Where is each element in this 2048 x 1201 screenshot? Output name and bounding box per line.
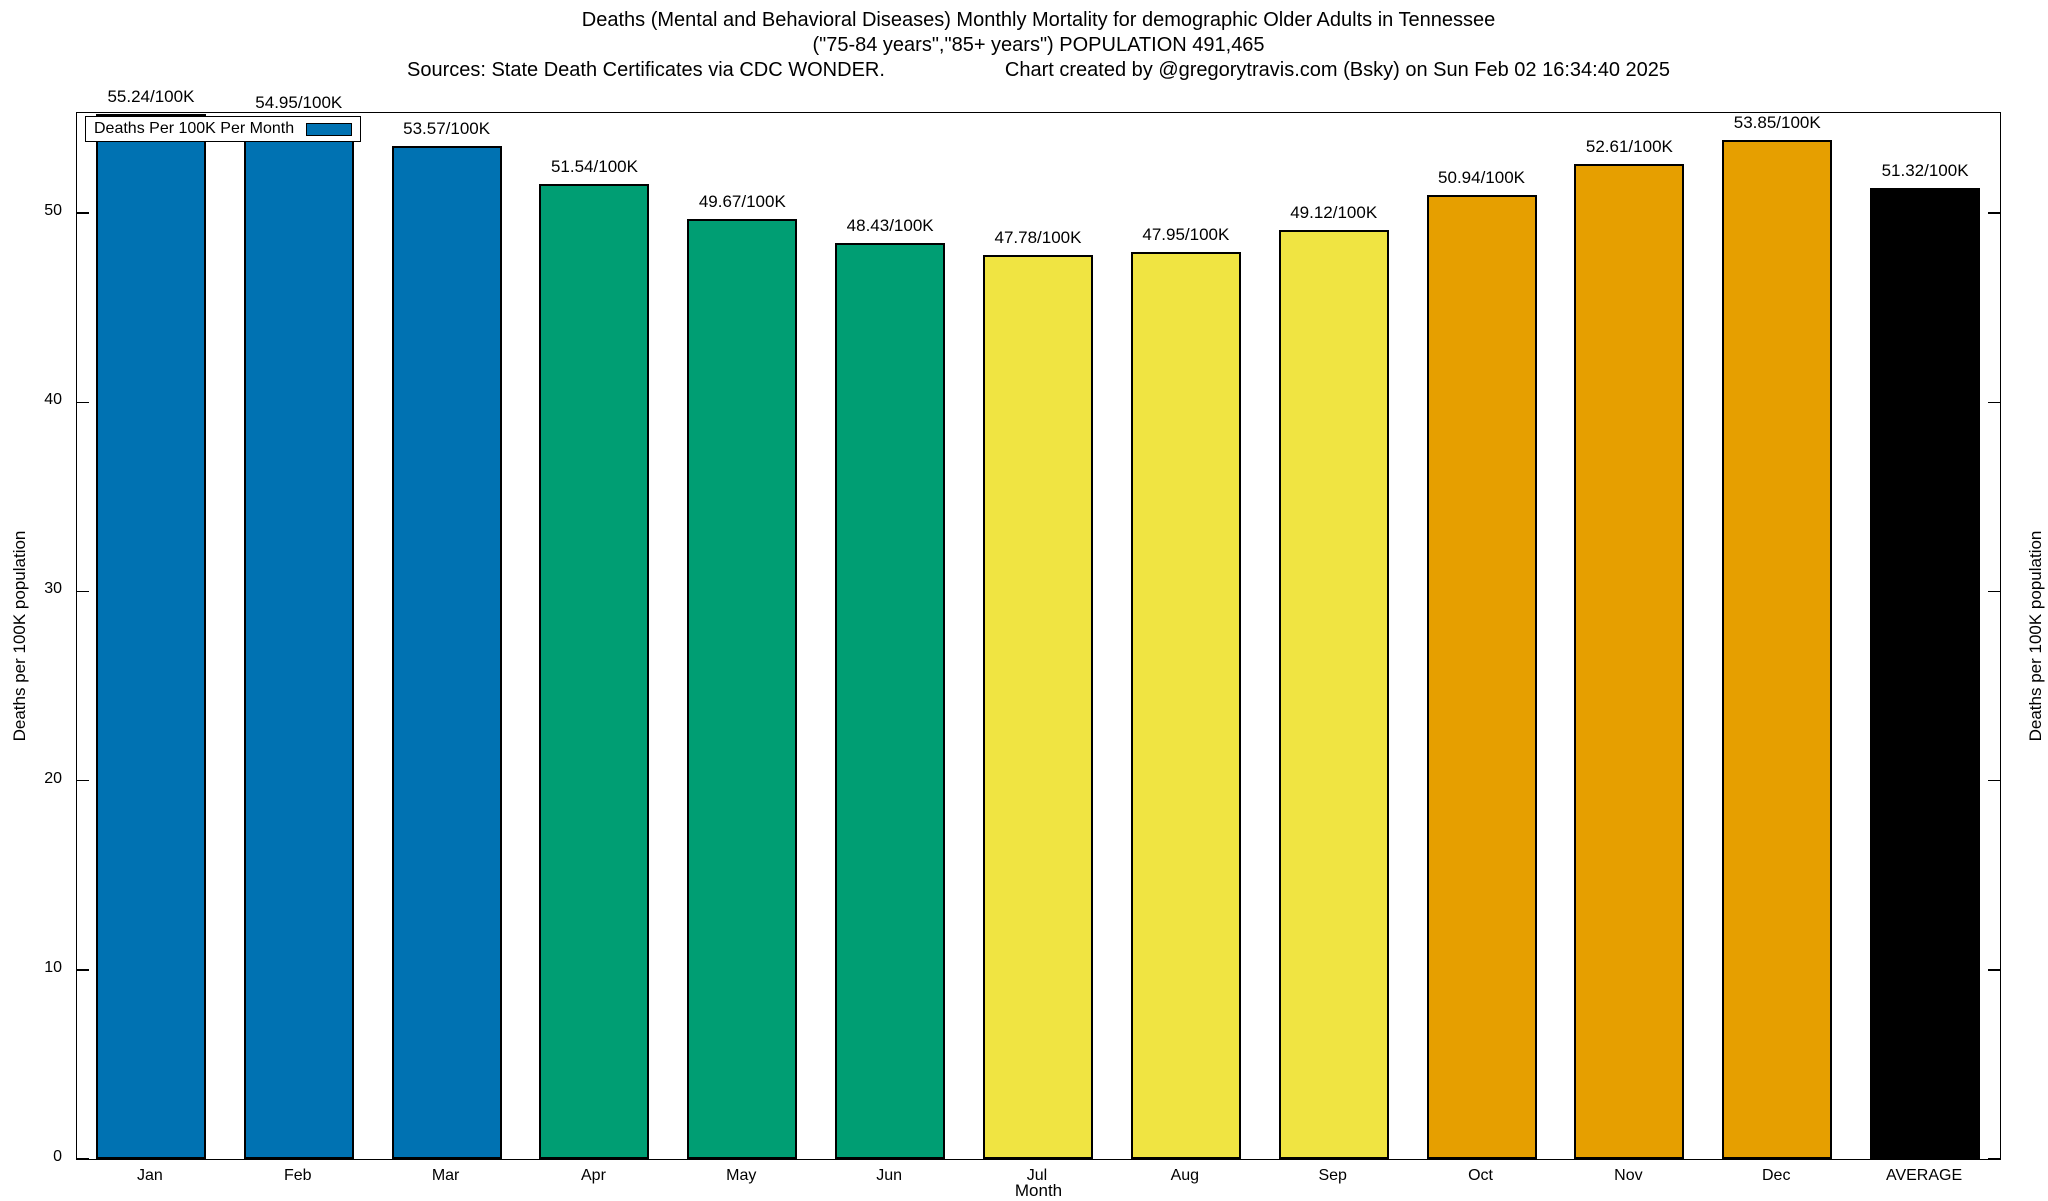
- y-tick-mark: [1988, 401, 2000, 404]
- bar-sep: [1278, 229, 1389, 1159]
- chart-subtitle: ("75-84 years","85+ years") POPULATION 4…: [812, 34, 1265, 56]
- x-tick-label-jun: Jun: [876, 1167, 903, 1184]
- bar-jun: [835, 242, 946, 1159]
- x-tick-label-apr: Apr: [581, 1167, 606, 1184]
- x-tick-label-may: May: [726, 1167, 757, 1184]
- bar-value-label: 54.95/100K: [255, 92, 343, 112]
- bar-slot-aug: 47.95/100K: [1112, 113, 1260, 1159]
- y-axis-label-left: Deaths per 100K population: [10, 530, 29, 742]
- x-tick-label-nov: Nov: [1614, 1167, 1643, 1184]
- y-axis-label-right: Deaths per 100K population: [2026, 530, 2045, 742]
- y-tick-mark: [1988, 1158, 2000, 1160]
- y-tick-mark: [77, 401, 89, 404]
- y-tick-label: 10: [44, 958, 62, 976]
- bar-value-label: 51.32/100K: [1881, 161, 1969, 181]
- y-tick-label: 0: [53, 1148, 62, 1165]
- bar-dec: [1722, 140, 1833, 1159]
- bar-slot-may: 49.67/100K: [668, 113, 816, 1159]
- chart-title-block: Deaths (Mental and Behavioral Diseases) …: [76, 8, 2001, 83]
- x-tick-label-jan: Jan: [137, 1167, 163, 1184]
- x-tick-label-oct: Oct: [1468, 1167, 1493, 1184]
- bar-slot-jun: 48.43/100K: [816, 113, 964, 1159]
- y-tick-mark: [77, 1158, 89, 1160]
- bar-value-label: 48.43/100K: [846, 215, 934, 235]
- bar-mar: [391, 145, 502, 1159]
- bar-nov: [1574, 163, 1685, 1159]
- plot-area: Deaths Per 100K Per Month 55.24/100K 54.9…: [76, 87, 2001, 1160]
- bar-value-label: 47.78/100K: [994, 228, 1082, 248]
- source-note: Sources: State Death Certificates via CD…: [406, 59, 885, 81]
- x-tick-label-feb: Feb: [283, 1167, 312, 1184]
- bar-jul: [982, 255, 1093, 1159]
- y-tick-label: 40: [44, 391, 62, 409]
- x-tick-label-dec: Dec: [1761, 1167, 1791, 1184]
- bar-apr: [539, 184, 650, 1159]
- chart-source-line: Sources: State Death Certificates via CD…: [76, 58, 2001, 83]
- bar-value-label: 55.24/100K: [107, 87, 195, 106]
- bar-slot-jul: 47.78/100K: [964, 113, 1112, 1159]
- bar-value-label: 47.95/100K: [1142, 224, 1230, 244]
- y-tick-mark: [1988, 590, 2000, 593]
- bar-slot-apr: 51.54/100K: [521, 113, 669, 1159]
- bar-slot-jan: 55.24/100K: [77, 87, 225, 1159]
- y-tick-mark: [1988, 969, 2000, 971]
- bar-value-label: 52.61/100K: [1585, 136, 1673, 156]
- legend-label: Deaths Per 100K Per Month: [94, 120, 295, 137]
- legend: Deaths Per 100K Per Month: [85, 116, 362, 142]
- x-axis-label: Month: [1014, 1181, 1063, 1200]
- bar-value-label: 51.54/100K: [550, 157, 638, 176]
- x-tick-label-jul: Jul: [1026, 1167, 1048, 1184]
- x-tick-label-sep: Sep: [1318, 1167, 1347, 1184]
- bar-slot-nov: 52.61/100K: [1555, 113, 1703, 1159]
- bar-aug: [1130, 251, 1241, 1159]
- bar-feb: [243, 119, 354, 1159]
- bar-may: [687, 219, 798, 1159]
- x-tick-label-mar: Mar: [431, 1167, 460, 1184]
- y-tick-label: 30: [44, 580, 62, 598]
- bar-jan: [95, 114, 206, 1159]
- credit-note: Chart created by @gregorytravis.com (Bsk…: [1004, 59, 1670, 81]
- y-tick-label: 50: [44, 202, 62, 220]
- y-tick-mark: [1988, 212, 2000, 214]
- bar-slot-average: 51.32/100K: [1851, 113, 1999, 1159]
- bar-value-label: 53.57/100K: [403, 118, 491, 138]
- y-tick-mark: [77, 212, 89, 214]
- chart-title: Deaths (Mental and Behavioral Diseases) …: [581, 9, 1496, 31]
- y-tick-mark: [1988, 779, 2000, 782]
- bar-slot-sep: 49.12/100K: [1260, 113, 1408, 1159]
- bar-value-label: 50.94/100K: [1438, 168, 1526, 188]
- bar-value-label: 49.67/100K: [698, 192, 786, 212]
- bar-slot-oct: 50.94/100K: [1408, 113, 1556, 1159]
- bar-slot-dec: 53.85/100K: [1703, 113, 1851, 1159]
- bar-slot-feb: 54.95/100K: [225, 93, 373, 1159]
- y-tick-mark: [77, 969, 89, 971]
- x-tick-label-aug: Aug: [1170, 1167, 1200, 1184]
- y-tick-label: 20: [44, 769, 62, 787]
- y-tick-mark: [77, 779, 89, 782]
- bar-value-label: 53.85/100K: [1733, 113, 1821, 133]
- x-tick-label-average: AVERAGE: [1885, 1167, 1963, 1184]
- bar-slot-mar: 53.57/100K: [373, 113, 521, 1159]
- bar-average: [1870, 188, 1981, 1159]
- y-tick-mark: [77, 590, 89, 593]
- bar-oct: [1426, 195, 1537, 1159]
- legend-swatch: [306, 122, 353, 136]
- bar-value-label: 49.12/100K: [1290, 202, 1378, 222]
